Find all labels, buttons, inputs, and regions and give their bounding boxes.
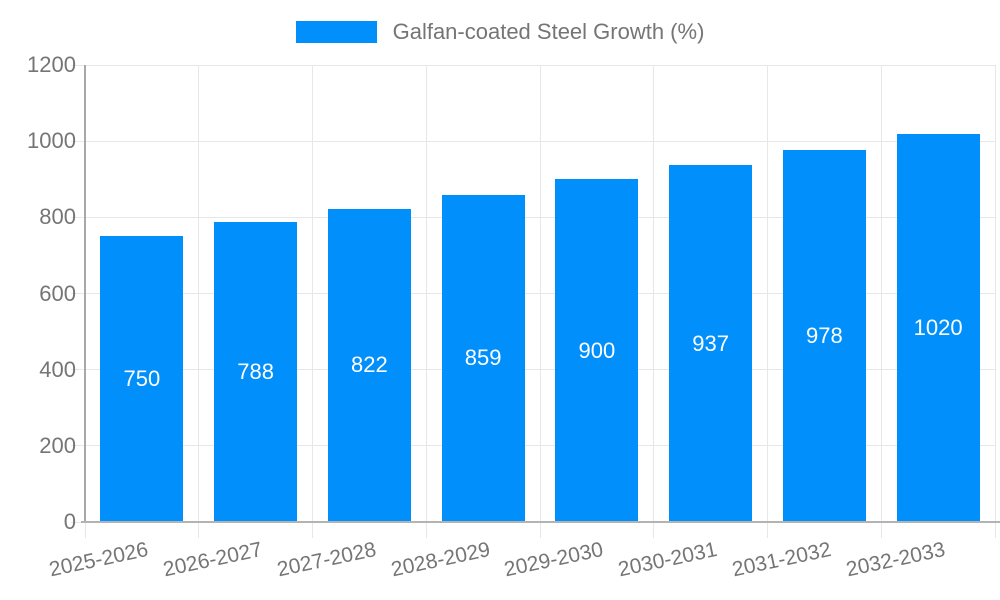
legend-label: Galfan-coated Steel Growth (%) [392,19,705,44]
bar[interactable]: 822 [327,208,411,522]
bar[interactable]: 788 [214,221,298,522]
y-gridline [71,140,995,142]
x-axis-tick-label: 2029-2030 [502,538,606,582]
y-axis-tick-label: 0 [63,509,76,534]
x-axis-tick-label: 2030-2031 [616,538,720,582]
bar[interactable]: 1020 [896,133,980,522]
y-gridline [71,64,995,66]
chart-legend[interactable]: Galfan-coated Steel Growth (%) [0,19,1000,45]
y-axis-tick-label: 400 [39,356,76,382]
bar-value-label: 937 [692,330,729,356]
x-gridline [198,65,200,538]
bar-value-label: 822 [351,352,388,378]
bar[interactable]: 900 [555,179,639,522]
bar-value-label: 859 [464,345,502,371]
x-axis-tick-label: 2026-2027 [161,538,265,582]
y-gridline [71,216,995,218]
x-gridline [880,65,882,538]
y-axis-tick-label: 600 [39,280,76,306]
bar[interactable]: 859 [441,194,525,522]
bar-value-label: 978 [806,322,843,348]
y-axis-tick-label: 200 [39,432,76,458]
bar-value-label: 1020 [913,314,963,340]
x-axis-tick-label: 2027-2028 [275,538,379,582]
y-gridline [71,445,995,447]
legend-swatch-icon [295,21,377,43]
x-gridline [425,65,427,538]
y-gridline [71,293,995,294]
x-axis-tick-label: 2028-2029 [388,538,492,582]
y-axis-line [84,65,86,522]
x-axis-tick-label: 2025-2026 [47,538,151,582]
x-gridline [653,65,655,538]
y-axis-tick-label: 1000 [27,128,76,154]
x-axis-tick-label: 2032-2033 [843,538,947,582]
y-axis-tick-label: 800 [39,204,76,230]
y-gridline [71,369,995,371]
bar[interactable]: 750 [100,236,184,522]
bar-value-label: 900 [578,337,616,363]
bar-value-label: 788 [237,358,274,384]
x-gridline [539,65,541,538]
x-gridline [994,65,996,538]
plot-area: 750 788 822 859 900 937 978 1020 [71,64,1000,538]
bar-value-label: 750 [123,366,161,392]
bar[interactable]: 978 [782,149,866,522]
bar[interactable]: 937 [669,165,753,522]
x-gridline [312,65,313,538]
x-axis-line [81,521,1000,523]
x-gridline [767,65,768,538]
y-axis-tick-label: 1200 [27,52,76,77]
x-axis-tick-label: 2031-2032 [730,538,834,582]
